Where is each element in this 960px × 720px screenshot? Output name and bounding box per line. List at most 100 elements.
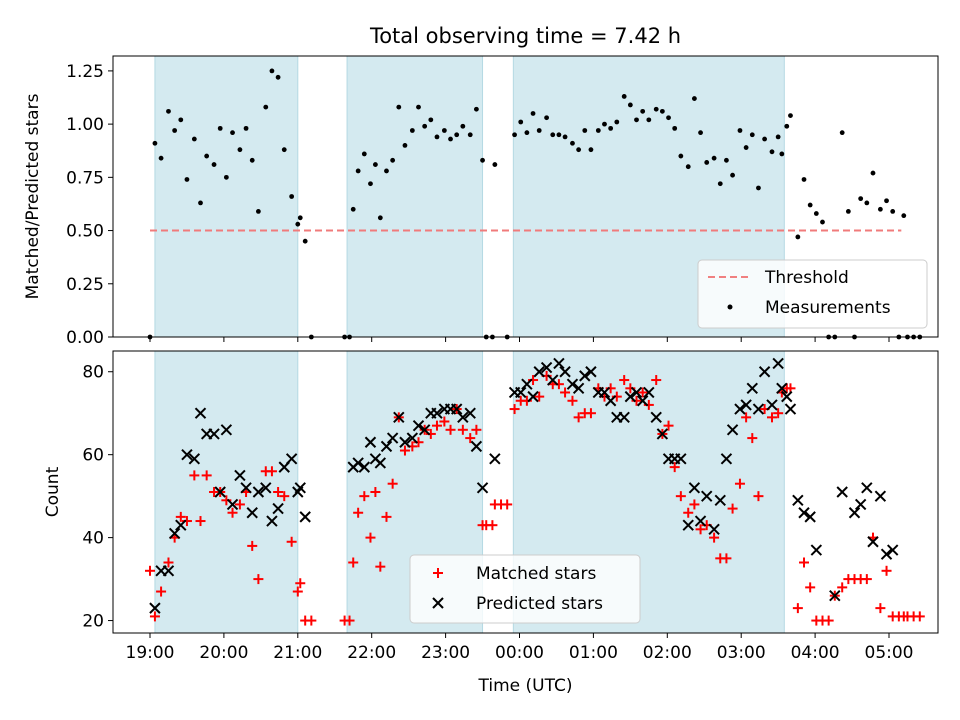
- predicted-star-point: [246, 507, 258, 519]
- measurement-point: [807, 202, 813, 208]
- matched-star-point: [509, 404, 520, 415]
- matched-star-point: [344, 615, 355, 626]
- matched-star-point: [766, 412, 777, 423]
- matched-star-point: [487, 520, 498, 531]
- predicted-star-point: [886, 544, 899, 556]
- predicted-star-point: [431, 407, 443, 419]
- matched-star-point: [567, 395, 578, 406]
- measurement-point: [614, 119, 620, 125]
- matched-star-point: [253, 574, 264, 585]
- measurement-point: [550, 132, 556, 138]
- matched-star-point: [734, 478, 745, 489]
- predicted-star-point: [559, 366, 571, 378]
- predicted-star-point: [226, 498, 239, 511]
- y-tick-label: 0.00: [66, 328, 104, 348]
- predicted-star-point: [585, 366, 597, 378]
- measurement-point: [762, 136, 768, 142]
- measurement-point: [582, 128, 588, 133]
- measurement-point: [289, 194, 295, 199]
- top-legend: Threshold Measurements: [697, 259, 928, 329]
- predicted-star-point: [740, 399, 752, 411]
- measurement-point: [544, 115, 549, 121]
- bottom-axes-frame: [112, 350, 939, 634]
- predicted-star-point: [380, 440, 393, 453]
- predicted-star-point: [781, 390, 793, 403]
- measurement-point: [460, 123, 466, 129]
- measurement-point: [659, 108, 665, 114]
- measurement-point: [350, 206, 356, 212]
- measurement-point: [877, 206, 883, 212]
- measurement-point: [784, 123, 790, 129]
- y-tick-label: 80: [82, 363, 104, 383]
- measurement-point: [691, 96, 697, 101]
- predicted-star-point: [188, 453, 201, 465]
- x-tick-label: 01:00: [569, 643, 618, 663]
- measurement-point: [801, 177, 807, 182]
- matched-star-point: [669, 462, 680, 473]
- matched-star-point: [619, 375, 630, 386]
- predicted-star-point: [752, 403, 765, 415]
- matched-star-point: [799, 557, 810, 568]
- predicted-star-point: [533, 366, 545, 378]
- predicted-star-point: [701, 490, 713, 502]
- predicted-star-point: [861, 482, 873, 494]
- predicted-star-point: [804, 511, 816, 523]
- predicted-star-point: [260, 482, 272, 494]
- matched-star-point: [201, 470, 212, 481]
- matched-star-point: [273, 487, 284, 497]
- matched-star-point: [823, 615, 834, 626]
- x-tick-label: 03:00: [717, 643, 766, 663]
- predicted-star-point: [208, 428, 220, 440]
- measurement-point: [281, 147, 287, 153]
- measurement-point: [588, 147, 594, 153]
- top-y-ticks: 0.00 0.25 0.50 0.75 1.00 1.25: [66, 62, 113, 348]
- predicted-star-point: [566, 378, 579, 390]
- predicted-star-point: [880, 548, 893, 560]
- measurement-point: [198, 200, 203, 206]
- measurement-point: [524, 130, 530, 136]
- matched-star-point: [365, 532, 376, 543]
- predicted-star-point: [299, 511, 311, 523]
- top-observing-intervals: [154, 55, 785, 338]
- measurement-point: [396, 104, 402, 110]
- matched-star-point: [234, 499, 245, 510]
- measurement-point: [646, 117, 652, 123]
- predicted-star-point: [688, 482, 701, 494]
- y-tick-label: 0.25: [66, 275, 104, 295]
- measurement-point: [704, 160, 710, 165]
- predicted-star-point: [572, 382, 585, 395]
- measurement-point: [409, 128, 415, 133]
- predicted-star-point: [798, 507, 810, 519]
- measurement-point: [302, 238, 308, 244]
- measurement-point: [428, 117, 434, 123]
- matched-star-point: [663, 420, 674, 431]
- measurement-point: [152, 140, 158, 146]
- matched-star-point: [353, 507, 364, 518]
- predicted-star-point: [489, 453, 501, 465]
- predicted-star-point: [162, 565, 175, 577]
- predicted-star-point: [464, 407, 476, 419]
- measurements-legend-label: Measurements: [765, 298, 891, 318]
- x-tick-label: 05:00: [865, 643, 914, 663]
- matched-star-point: [145, 565, 155, 576]
- matched-star-point: [727, 503, 738, 514]
- measurement-point: [384, 168, 389, 174]
- top-y-axis-label: Matched/Predicted stars: [23, 93, 43, 299]
- measurement-point: [448, 136, 453, 142]
- predicted-star-point: [240, 482, 252, 494]
- measurement-point: [678, 153, 684, 159]
- measurement-point: [698, 130, 703, 136]
- measurement-point: [295, 221, 301, 227]
- predicted-star-point: [836, 486, 848, 498]
- measurement-point: [858, 196, 864, 202]
- measurement-point: [492, 162, 498, 167]
- matched-star-point: [881, 565, 892, 576]
- bottom-legend-box: [409, 554, 641, 624]
- predicted-star-point: [214, 486, 226, 498]
- measurement-point: [454, 132, 460, 138]
- predicted-star-point: [829, 589, 841, 602]
- predicted-star-point: [758, 366, 771, 378]
- measurement-point: [211, 162, 217, 167]
- measurement-point: [795, 234, 801, 240]
- predicted-star-point: [776, 382, 788, 395]
